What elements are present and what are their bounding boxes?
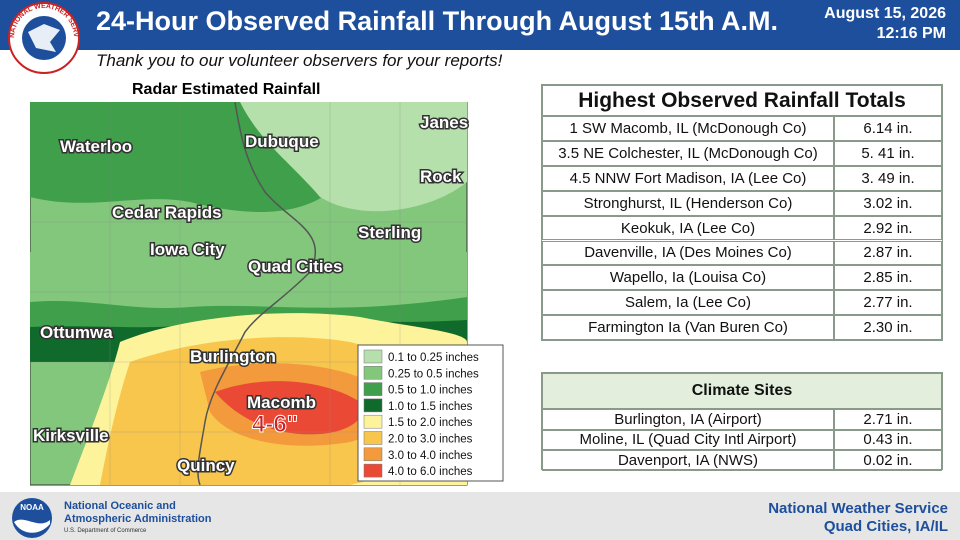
legend-swatch bbox=[363, 431, 383, 445]
legend-label: 3.0 to 4.0 inches bbox=[388, 450, 473, 462]
table-cell: 0.43 in. bbox=[834, 429, 942, 451]
table-cell: 2.30 in. bbox=[834, 315, 942, 341]
highest-table: Highest Observed Rainfall Totals 1 SW Mac… bbox=[541, 84, 943, 341]
agency-line: Atmospheric Administration bbox=[64, 513, 212, 525]
noaa-logo-text: NOAA bbox=[20, 503, 44, 512]
table-cell: 2.85 in. bbox=[834, 265, 942, 291]
city-label: Dubuque bbox=[245, 132, 319, 151]
rain-area bbox=[240, 102, 467, 212]
table-cell: 3.02 in. bbox=[834, 190, 942, 216]
legend-swatch bbox=[363, 382, 383, 396]
city-label: Iowa City bbox=[150, 240, 225, 259]
map-title: Radar Estimated Rainfall bbox=[132, 81, 321, 98]
time: 12:16 PM bbox=[876, 25, 946, 42]
legend-label: 2.0 to 3.0 inches bbox=[388, 434, 473, 446]
city-label: Janes bbox=[420, 113, 468, 132]
header-bar bbox=[0, 0, 960, 50]
legend-label: 4.0 to 6.0 inches bbox=[388, 466, 473, 478]
legend-swatch bbox=[363, 366, 383, 380]
table-cell: 6.14 in. bbox=[834, 116, 942, 141]
subtitle: Thank you to our volunteer observers for… bbox=[96, 51, 503, 70]
table-cell: Climate Sites bbox=[542, 373, 942, 409]
city-label: Quincy bbox=[177, 456, 235, 475]
legend-swatch bbox=[363, 349, 383, 364]
legend-label: 1.5 to 2.0 inches bbox=[388, 417, 473, 429]
climate-table: Climate Sites Burlington, IA (Airport) 2.7… bbox=[541, 372, 943, 471]
table-cell: 1 SW Macomb, IL (McDonough Co) bbox=[542, 116, 834, 141]
city-label: Kirksville bbox=[33, 426, 109, 445]
table-cell: Stronghurst, IL (Henderson Co) bbox=[542, 190, 834, 216]
table-cell: 4.5 NNW Fort Madison, IA (Lee Co) bbox=[542, 165, 834, 191]
office-line: National Weather Service bbox=[768, 500, 948, 517]
noaa-logo: NOAA bbox=[12, 498, 52, 538]
footer-bar bbox=[0, 492, 960, 540]
table-cell: Highest Observed Rainfall Totals bbox=[542, 85, 942, 116]
table-cell: Davenport, IA (NWS) bbox=[542, 450, 834, 471]
title: 24-Hour Observed Rainfall Through August… bbox=[96, 6, 779, 36]
table-cell: 3.5 NE Colchester, IL (McDonough Co) bbox=[542, 140, 834, 166]
table-cell: Keokuk, IA (Lee Co) bbox=[542, 215, 834, 241]
city-label: Sterling bbox=[358, 223, 421, 242]
legend-swatch bbox=[363, 447, 383, 462]
city-label: Waterloo bbox=[60, 137, 132, 156]
legend-label: 0.1 to 0.25 inches bbox=[388, 352, 479, 364]
rain-area bbox=[215, 381, 363, 435]
table-cell: 2.77 in. bbox=[834, 290, 942, 316]
table-cell: Wapello, Ia (Louisa Co) bbox=[542, 265, 834, 291]
office-name: National Weather Service Quad Cities, IA… bbox=[768, 500, 948, 536]
legend-label: 0.25 to 0.5 inches bbox=[388, 368, 479, 380]
agency-line: National Oceanic and bbox=[64, 500, 176, 512]
legend-swatch bbox=[363, 414, 383, 429]
state-border bbox=[197, 102, 317, 486]
legend-label: 1.0 to 1.5 inches bbox=[388, 401, 473, 413]
city-label: Quad Cities bbox=[248, 257, 342, 276]
table-cell: Salem, Ia (Lee Co) bbox=[542, 290, 834, 316]
timestamp: August 15, 2026 12:16 PM bbox=[824, 4, 946, 44]
city-label: Cedar Rapids bbox=[112, 203, 222, 222]
table-cell: 0.02 in. bbox=[834, 450, 942, 471]
city-label: Burlington bbox=[190, 347, 276, 366]
county-lines bbox=[30, 102, 467, 485]
nws-logo: NATIONAL WEATHER SERVICE bbox=[6, 2, 80, 74]
table-cell: Farmington Ia (Van Buren Co) bbox=[542, 315, 834, 341]
agency-name: National Oceanic and Atmospheric Adminis… bbox=[64, 500, 212, 536]
legend-swatch bbox=[363, 398, 383, 413]
table-cell: 2.87 in. bbox=[834, 240, 942, 266]
city-label: Macomb bbox=[247, 393, 316, 412]
rain-callout: 4-6" bbox=[252, 411, 298, 438]
office-line: Quad Cities, IA/IL bbox=[823, 518, 948, 535]
city-label: Rock bbox=[420, 167, 462, 186]
table-cell: Moline, IL (Quad City Intl Airport) bbox=[542, 429, 834, 451]
table-cell: 3. 49 in. bbox=[834, 165, 942, 191]
table-cell: Burlington, IA (Airport) bbox=[542, 409, 834, 430]
agency-line: U.S. Department of Commerce bbox=[64, 528, 147, 534]
table-cell: 5. 41 in. bbox=[834, 140, 942, 166]
table-cell: 2.92 in. bbox=[834, 215, 942, 241]
table-cell: Davenville, IA (Des Moines Co) bbox=[542, 240, 834, 266]
map: Waterloo Dubuque Janes Rock Cedar Rapids Iowa… bbox=[30, 102, 504, 486]
city-label: Ottumwa bbox=[40, 323, 113, 342]
legend-swatch bbox=[363, 463, 383, 478]
date: August 15, 2026 bbox=[824, 5, 946, 22]
legend-label: 0.5 to 1.0 inches bbox=[388, 385, 473, 397]
table-cell: 2.71 in. bbox=[834, 409, 942, 430]
